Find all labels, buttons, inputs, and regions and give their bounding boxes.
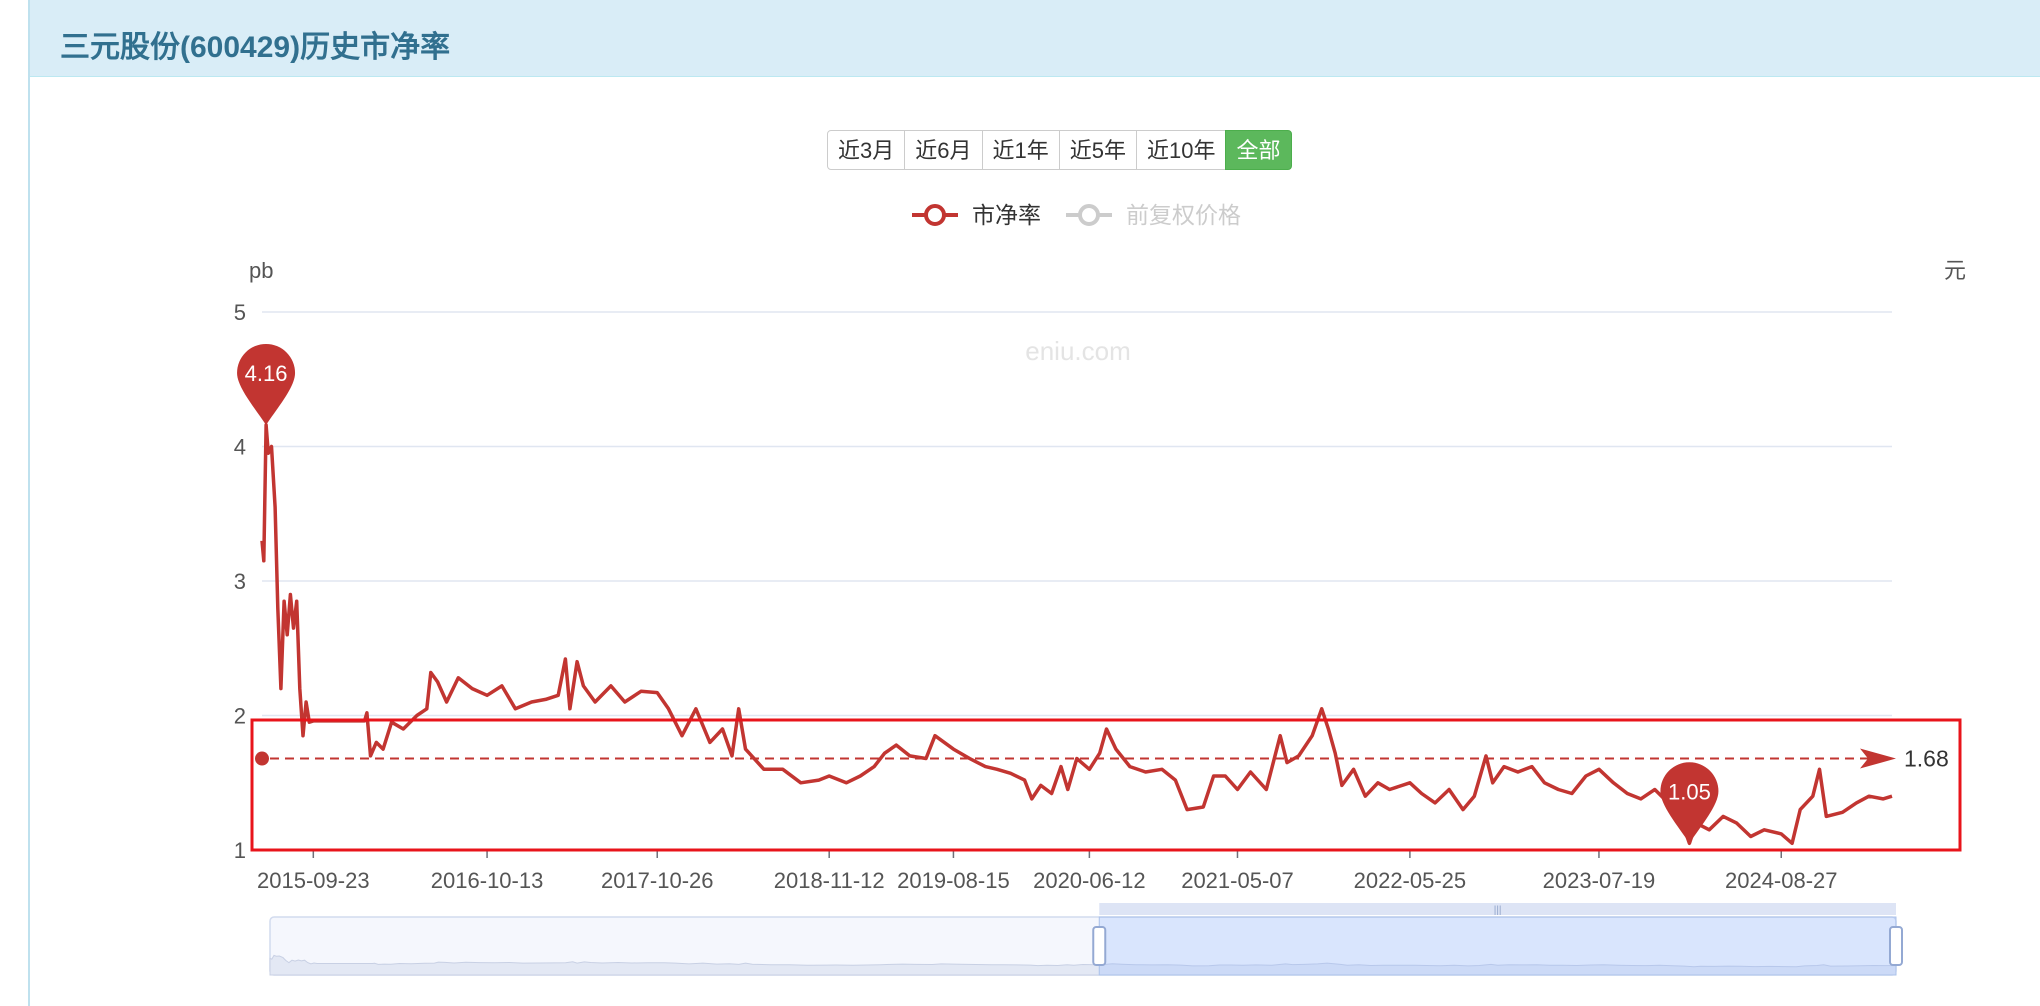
x-tick-label: 2023-07-19	[1543, 868, 1656, 893]
panel: 三元股份(600429)历史市净率	[28, 0, 2040, 1006]
series-layer	[260, 423, 1893, 846]
highlight-box	[250, 718, 1962, 852]
zoom-end-handle	[1889, 926, 1903, 966]
average-line-label: 1.68	[1904, 746, 1949, 772]
zoom-overview-area	[269, 954, 1897, 976]
y-tick-label: 3	[234, 569, 246, 594]
x-tick-label: 2021-05-07	[1181, 868, 1294, 893]
y-axis-right-name: 元	[1944, 258, 1966, 283]
range-1y-button[interactable]: 近1年	[981, 130, 1060, 170]
legend-item-pb[interactable]: 市净率	[912, 202, 1041, 228]
marker-layer: 4.16 1.05	[237, 343, 1719, 844]
zoom-move-bar	[1099, 903, 1896, 915]
range-button-group: 近3月 近6月 近1年 近5年 近10年 全部	[827, 130, 1292, 170]
series-line-pb	[260, 423, 1893, 846]
y-axis-ticks: 1 2 3 4 5	[234, 300, 246, 863]
x-tick-label: 2017-10-26	[601, 868, 714, 893]
panel-header: 三元股份(600429)历史市净率	[30, 0, 2040, 77]
y-tick-label: 1	[234, 838, 246, 863]
y-axis-left-name: pb	[249, 258, 273, 283]
legend-pb-label: 市净率	[972, 202, 1041, 228]
y-tick-label: 4	[234, 435, 246, 460]
x-tick-label: 2022-05-25	[1354, 868, 1467, 893]
watermark-text: eniu.com	[1025, 336, 1131, 366]
marker-pin-max	[237, 343, 296, 425]
x-tick-label: 2019-08-15	[897, 868, 1010, 893]
x-tick-label: 2016-10-13	[431, 868, 544, 893]
legend-item-price[interactable]: 前复权价格	[1066, 202, 1241, 228]
y-tick-label: 5	[234, 300, 246, 325]
x-tick-label: 2018-11-12	[774, 868, 885, 893]
average-line-layer: 1.68	[255, 746, 1949, 772]
range-5y-button[interactable]: 近5年	[1058, 130, 1137, 170]
page-title: 三元股份(600429)历史市净率	[60, 31, 451, 64]
range-all-button[interactable]: 全部	[1225, 130, 1292, 170]
legend: 市净率 前复权价格	[912, 202, 1241, 228]
range-10y-button[interactable]: 近10年	[1136, 130, 1227, 170]
x-tick-label: 2015-09-23	[257, 868, 370, 893]
data-zoom-slider[interactable]: |||	[269, 903, 1903, 976]
x-tick-label: 2020-06-12	[1033, 868, 1146, 893]
legend-pb-circle-icon	[924, 204, 946, 226]
marker-label-max: 4.16	[245, 361, 288, 386]
average-line-arrow-icon	[1860, 748, 1896, 769]
average-line-start-dot	[255, 751, 269, 766]
legend-price-label: 前复权价格	[1126, 202, 1241, 228]
legend-price-circle-icon	[1078, 204, 1100, 226]
marker-label-min: 1.05	[1668, 779, 1711, 804]
zoom-move-grip-icon: |||	[1494, 905, 1502, 916]
x-tick-label: 2024-08-27	[1725, 868, 1838, 893]
zoom-selected-window	[1098, 916, 1897, 976]
x-axis-ticks: 2015-09-23 2016-10-13 2017-10-26 2018-11-12…	[257, 849, 1892, 893]
y-tick-label: 2	[234, 704, 246, 729]
marker-pin-min	[1660, 762, 1719, 844]
grid-lines	[262, 311, 1892, 851]
zoom-start-handle	[1092, 926, 1107, 966]
